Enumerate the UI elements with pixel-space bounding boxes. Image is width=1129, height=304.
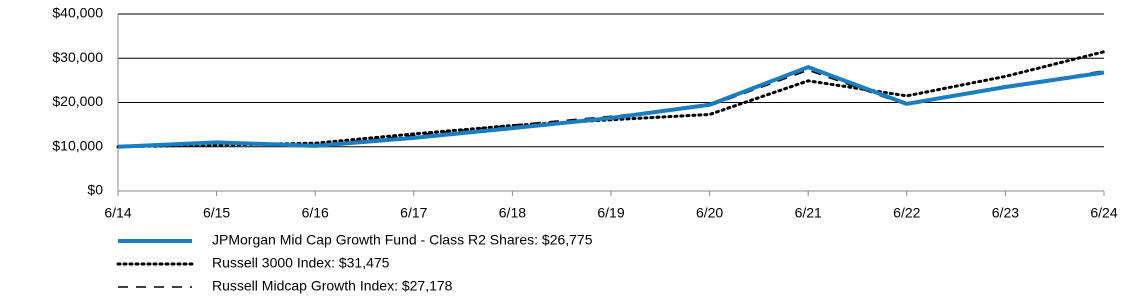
y-tick-label: $20,000 (52, 93, 103, 109)
x-tick-label: 6/21 (795, 205, 822, 221)
y-tick-label: $0 (87, 182, 103, 198)
x-tick-label: 6/18 (499, 205, 526, 221)
legend-label: Russell Midcap Growth Index: $27,178 (212, 278, 453, 294)
x-tick-label: 6/17 (400, 205, 427, 221)
series-line (117, 65, 1105, 149)
x-tick-label: 6/23 (992, 205, 1019, 221)
y-tick-label: $30,000 (52, 49, 103, 65)
x-tick-label: 6/19 (597, 205, 624, 221)
legend-label: JPMorgan Mid Cap Growth Fund - Class R2 … (212, 232, 593, 248)
series-line (117, 69, 1105, 148)
y-tick-label: $40,000 (52, 5, 103, 21)
x-tick-label: 6/15 (203, 205, 230, 221)
x-tick-label: 6/20 (696, 205, 723, 221)
y-tick-label: $10,000 (52, 137, 103, 153)
x-tick-label: 6/16 (302, 205, 329, 221)
x-tick-label: 6/14 (104, 205, 131, 221)
x-tick-label: 6/22 (893, 205, 920, 221)
legend-label: Russell 3000 Index: $31,475 (212, 255, 390, 271)
series-line (116, 50, 1106, 149)
x-tick-label: 6/24 (1090, 205, 1117, 221)
